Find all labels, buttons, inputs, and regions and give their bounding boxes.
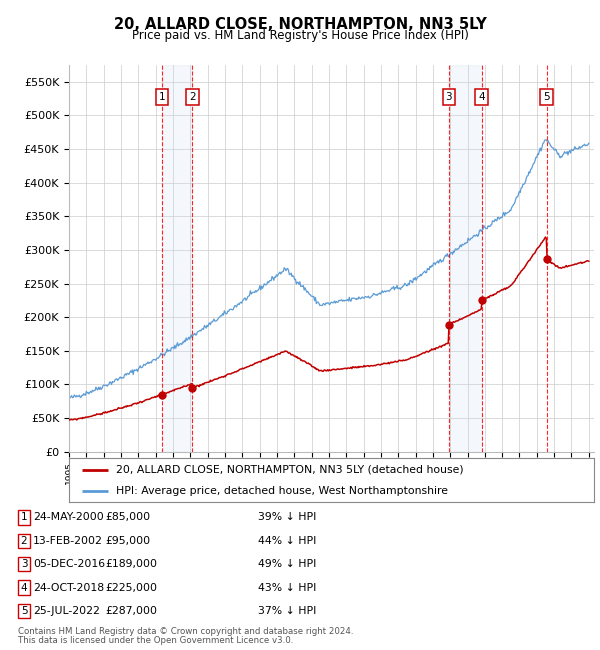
Text: 37% ↓ HPI: 37% ↓ HPI [258, 606, 316, 616]
Text: 3: 3 [445, 92, 452, 102]
Text: £225,000: £225,000 [105, 582, 157, 593]
Text: 5: 5 [544, 92, 550, 102]
Bar [162, 65, 193, 452]
Text: £189,000: £189,000 [105, 559, 157, 569]
Text: 1: 1 [159, 92, 166, 102]
Text: 20, ALLARD CLOSE, NORTHAMPTON, NN3 5LY (detached house): 20, ALLARD CLOSE, NORTHAMPTON, NN3 5LY (… [116, 465, 464, 475]
Text: 4: 4 [478, 92, 485, 102]
Text: Contains HM Land Registry data © Crown copyright and database right 2024.: Contains HM Land Registry data © Crown c… [18, 627, 353, 636]
Text: 2: 2 [189, 92, 196, 102]
Text: £95,000: £95,000 [105, 536, 150, 546]
Text: 24-MAY-2000: 24-MAY-2000 [33, 512, 104, 523]
Text: 4: 4 [20, 582, 28, 593]
Text: £287,000: £287,000 [105, 606, 157, 616]
Text: Price paid vs. HM Land Registry's House Price Index (HPI): Price paid vs. HM Land Registry's House … [131, 29, 469, 42]
Text: 49% ↓ HPI: 49% ↓ HPI [258, 559, 316, 569]
Text: 20, ALLARD CLOSE, NORTHAMPTON, NN3 5LY: 20, ALLARD CLOSE, NORTHAMPTON, NN3 5LY [113, 17, 487, 32]
Text: 2: 2 [20, 536, 28, 546]
Text: 39% ↓ HPI: 39% ↓ HPI [258, 512, 316, 523]
Bar [449, 65, 482, 452]
Text: 44% ↓ HPI: 44% ↓ HPI [258, 536, 316, 546]
Text: 43% ↓ HPI: 43% ↓ HPI [258, 582, 316, 593]
Text: 24-OCT-2018: 24-OCT-2018 [33, 582, 104, 593]
Text: HPI: Average price, detached house, West Northamptonshire: HPI: Average price, detached house, West… [116, 486, 448, 496]
Text: 5: 5 [20, 606, 28, 616]
Text: 25-JUL-2022: 25-JUL-2022 [33, 606, 100, 616]
Text: 1: 1 [20, 512, 28, 523]
Text: This data is licensed under the Open Government Licence v3.0.: This data is licensed under the Open Gov… [18, 636, 293, 645]
Text: £85,000: £85,000 [105, 512, 150, 523]
Text: 05-DEC-2016: 05-DEC-2016 [33, 559, 105, 569]
Text: 13-FEB-2002: 13-FEB-2002 [33, 536, 103, 546]
Text: 3: 3 [20, 559, 28, 569]
